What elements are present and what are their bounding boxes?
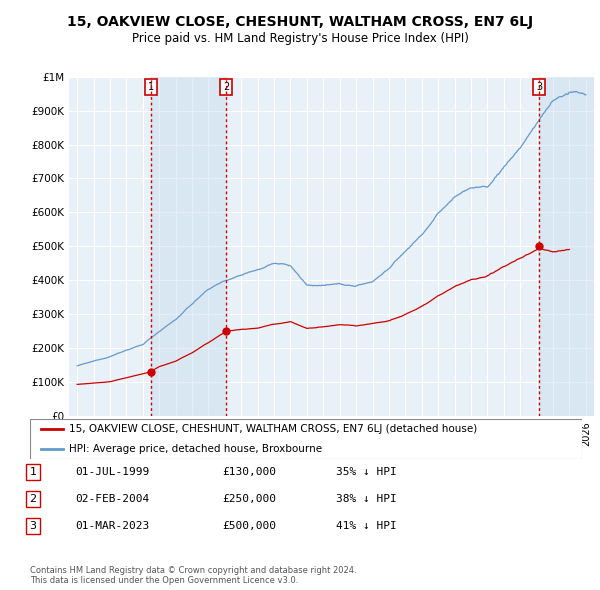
Text: 3: 3	[29, 522, 37, 531]
Bar	[539, 77, 594, 416]
Text: Price paid vs. HM Land Registry's House Price Index (HPI): Price paid vs. HM Land Registry's House …	[131, 32, 469, 45]
Text: 3: 3	[536, 82, 542, 92]
Text: Contains HM Land Registry data © Crown copyright and database right 2024.
This d: Contains HM Land Registry data © Crown c…	[30, 566, 356, 585]
Text: 01-MAR-2023: 01-MAR-2023	[75, 522, 149, 531]
Text: 1: 1	[29, 467, 37, 477]
Text: 1: 1	[148, 82, 154, 92]
Text: £250,000: £250,000	[222, 494, 276, 504]
Text: HPI: Average price, detached house, Broxbourne: HPI: Average price, detached house, Brox…	[68, 444, 322, 454]
Text: 01-JUL-1999: 01-JUL-1999	[75, 467, 149, 477]
Text: 2: 2	[223, 82, 229, 92]
Text: 38% ↓ HPI: 38% ↓ HPI	[336, 494, 397, 504]
Text: £130,000: £130,000	[222, 467, 276, 477]
Text: 2: 2	[29, 494, 37, 504]
Text: 02-FEB-2004: 02-FEB-2004	[75, 494, 149, 504]
Text: 15, OAKVIEW CLOSE, CHESHUNT, WALTHAM CROSS, EN7 6LJ (detached house): 15, OAKVIEW CLOSE, CHESHUNT, WALTHAM CRO…	[68, 424, 477, 434]
Text: 35% ↓ HPI: 35% ↓ HPI	[336, 467, 397, 477]
Text: 15, OAKVIEW CLOSE, CHESHUNT, WALTHAM CROSS, EN7 6LJ: 15, OAKVIEW CLOSE, CHESHUNT, WALTHAM CRO…	[67, 15, 533, 29]
Text: £500,000: £500,000	[222, 522, 276, 531]
Text: 41% ↓ HPI: 41% ↓ HPI	[336, 522, 397, 531]
Bar	[151, 77, 226, 416]
